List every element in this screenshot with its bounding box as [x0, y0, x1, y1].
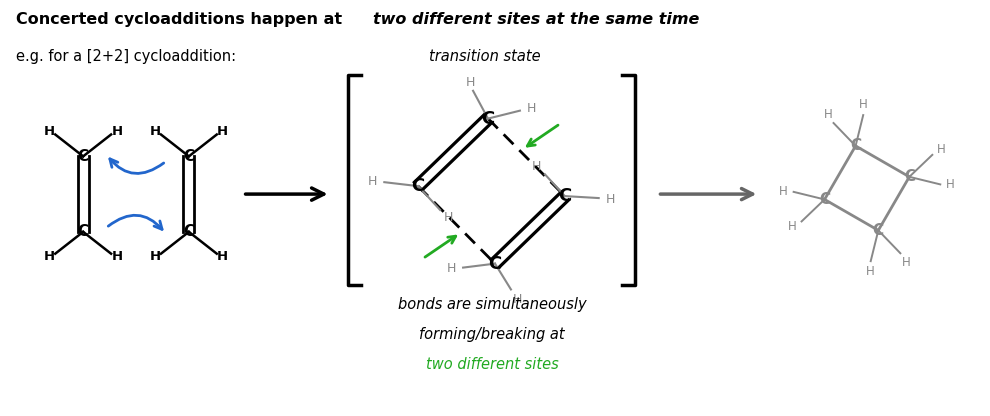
Text: two different sites at the same time: two different sites at the same time: [373, 12, 700, 27]
Text: C: C: [77, 149, 89, 164]
Text: H: H: [44, 125, 54, 138]
Text: H: H: [859, 98, 868, 111]
Text: H: H: [606, 193, 616, 206]
Text: H: H: [866, 265, 875, 278]
Text: C: C: [488, 255, 502, 272]
Text: H: H: [217, 125, 229, 138]
Text: C: C: [873, 223, 884, 238]
Text: H: H: [824, 108, 833, 121]
Text: C: C: [819, 192, 831, 207]
Text: C: C: [850, 139, 861, 154]
Text: forming/breaking at: forming/breaking at: [419, 327, 565, 342]
Text: H: H: [788, 220, 797, 233]
FancyArrowPatch shape: [110, 159, 163, 173]
Text: H: H: [44, 250, 54, 263]
Text: Concerted cycloadditions happen at: Concerted cycloadditions happen at: [17, 12, 348, 27]
Text: H: H: [112, 250, 123, 263]
Text: H: H: [902, 255, 910, 269]
Text: H: H: [217, 250, 229, 263]
Text: C: C: [904, 169, 915, 184]
Text: transition state: transition state: [430, 49, 541, 64]
Text: two different sites: two different sites: [426, 357, 558, 372]
Text: H: H: [946, 178, 955, 191]
Text: H: H: [937, 143, 945, 156]
Text: C: C: [183, 224, 194, 239]
Text: H: H: [779, 185, 788, 198]
Text: C: C: [77, 224, 89, 239]
Text: C: C: [558, 187, 571, 205]
Text: H: H: [465, 77, 475, 89]
Text: H: H: [149, 125, 160, 138]
Text: H: H: [112, 125, 123, 138]
Text: H: H: [528, 102, 537, 115]
Text: H: H: [512, 293, 522, 306]
Text: H: H: [367, 175, 377, 188]
Text: H: H: [446, 262, 455, 275]
Text: C: C: [183, 149, 194, 164]
Text: H: H: [444, 211, 452, 225]
Text: C: C: [481, 109, 495, 128]
Text: H: H: [149, 250, 160, 263]
FancyArrowPatch shape: [108, 215, 162, 229]
Text: H: H: [533, 160, 542, 173]
Text: bonds are simultaneously: bonds are simultaneously: [398, 297, 586, 312]
Text: e.g. for a [2+2] cycloaddition:: e.g. for a [2+2] cycloaddition:: [17, 49, 237, 64]
Text: C: C: [412, 177, 425, 195]
